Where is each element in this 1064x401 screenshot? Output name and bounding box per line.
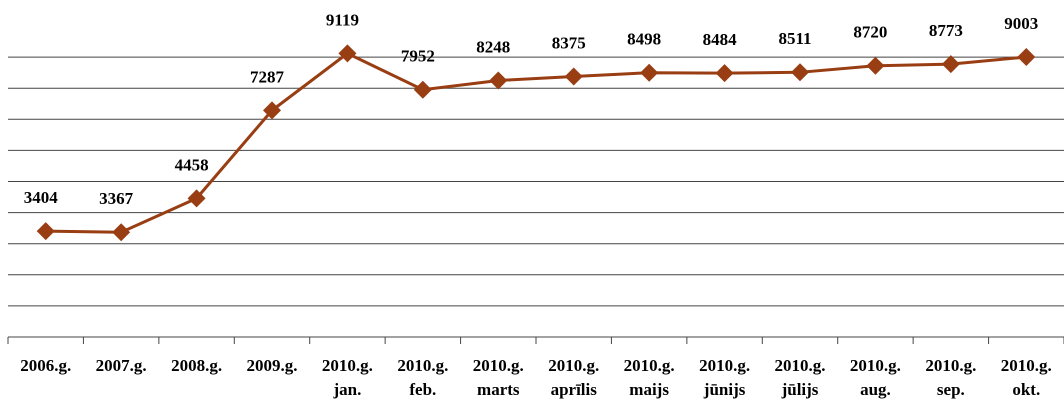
data-point bbox=[187, 189, 206, 208]
data-point bbox=[36, 222, 55, 241]
x-tick-label: aug. bbox=[860, 380, 891, 399]
data-line bbox=[45, 51, 1027, 234]
data-label: 8375 bbox=[552, 33, 586, 52]
data-label: 7287 bbox=[250, 67, 285, 86]
data-label: 9119 bbox=[326, 10, 359, 29]
data-label: 4458 bbox=[175, 155, 209, 174]
x-tick-label: 2008.g. bbox=[171, 356, 222, 375]
x-tick-label: 2010.g. bbox=[775, 356, 826, 375]
x-tick-label: 2010.g. bbox=[397, 356, 448, 375]
data-label: 8248 bbox=[476, 37, 510, 56]
x-tick-label: 2010.g. bbox=[548, 356, 599, 375]
data-point bbox=[941, 55, 960, 74]
data-point bbox=[1017, 48, 1036, 67]
data-label: 8720 bbox=[853, 23, 887, 42]
x-tick-label: 2010.g. bbox=[322, 356, 373, 375]
data-label: 7952 bbox=[401, 47, 435, 66]
x-tick-label: 2010.g. bbox=[699, 356, 750, 375]
x-tick-label: jan. bbox=[332, 380, 361, 399]
x-tick-label: jūlijs bbox=[781, 380, 819, 399]
x-tick-label: 2009.g. bbox=[247, 356, 298, 375]
data-point bbox=[564, 67, 583, 86]
data-point bbox=[866, 56, 885, 75]
data-point bbox=[338, 44, 357, 63]
data-label: 8511 bbox=[778, 29, 811, 48]
data-point bbox=[263, 101, 281, 120]
x-tick-label: okt. bbox=[1012, 380, 1040, 399]
data-point bbox=[791, 63, 809, 82]
x-tick-label: 2010.g. bbox=[1001, 356, 1052, 375]
data-label: 3404 bbox=[24, 188, 59, 207]
x-tick-label: sep. bbox=[937, 380, 965, 399]
x-tick-label: maijs bbox=[629, 380, 669, 399]
x-tick-label: jūnijs bbox=[703, 380, 746, 399]
data-label: 8498 bbox=[627, 30, 661, 49]
data-point bbox=[640, 63, 659, 82]
x-tick-label: 2007.g. bbox=[96, 356, 147, 375]
x-tick-label: marts bbox=[477, 380, 520, 399]
x-tick-label: 2010.g. bbox=[850, 356, 901, 375]
x-tick-label: 2010.g. bbox=[925, 356, 976, 375]
data-label: 8484 bbox=[703, 30, 738, 49]
x-tick-label: 2010.g. bbox=[624, 356, 675, 375]
x-tick-label: feb. bbox=[409, 380, 436, 399]
x-tick-label: 2006.g. bbox=[20, 356, 71, 375]
data-label: 3367 bbox=[99, 189, 134, 208]
data-point bbox=[413, 80, 432, 99]
data-label: 8773 bbox=[929, 21, 963, 40]
data-label: 9003 bbox=[1004, 14, 1038, 33]
x-tick-label: aprīlis bbox=[551, 380, 598, 399]
data-point bbox=[112, 223, 131, 242]
x-tick-label: 2010.g. bbox=[473, 356, 524, 375]
data-point bbox=[489, 71, 508, 90]
data-point bbox=[715, 64, 734, 83]
